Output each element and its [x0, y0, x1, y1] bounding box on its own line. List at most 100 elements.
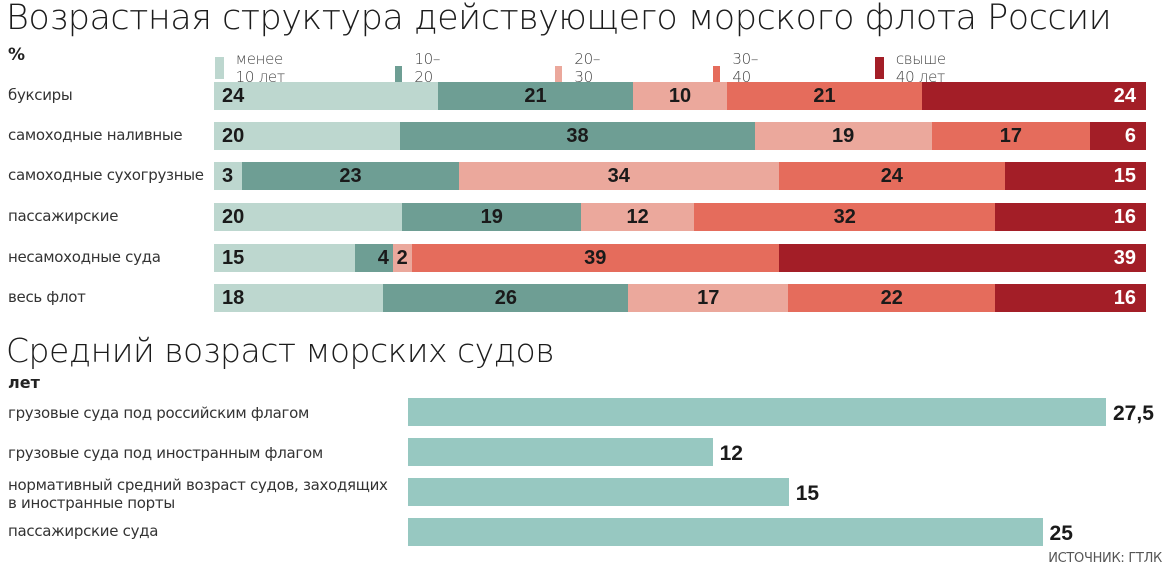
bar-segment [633, 82, 728, 110]
legend-swatch [713, 66, 721, 88]
bar-segment [214, 203, 403, 231]
bar-segment [458, 162, 780, 190]
bar-segment [581, 203, 695, 231]
bar [408, 518, 1043, 546]
category-label: несамоходные суда [8, 248, 161, 266]
data-label: 20 [222, 206, 245, 228]
data-label: 16 [1113, 206, 1136, 228]
bar-segment [214, 82, 439, 110]
legend-label: менее 10 лет [235, 50, 285, 86]
category-label: нормативный средний возраст судов, заход… [8, 476, 388, 512]
bar-segment [400, 122, 756, 150]
data-label: 24 [1113, 85, 1136, 107]
data-label: 23 [339, 165, 362, 187]
bar-segment [383, 284, 629, 312]
data-label: 26 [494, 287, 517, 309]
category-label-line: грузовые суда под российским флагом [8, 404, 309, 422]
data-label: 27,5 [1113, 402, 1154, 425]
stacked-bar-row: 20 19 12 32 16 [214, 203, 1147, 231]
data-label: 38 [566, 125, 589, 147]
unit-label-years: лет [8, 373, 40, 392]
bar [408, 438, 713, 466]
category-label-line: грузовые суда под иностранным флагом [8, 444, 323, 462]
category-label: пассажирские суда [8, 522, 158, 540]
legend-swatch [215, 57, 224, 79]
data-label: 21 [813, 85, 836, 107]
data-label: 32 [833, 206, 856, 228]
bar-segment [1004, 162, 1147, 190]
chart-title-age-structure: Возрастная структура действующего морско… [6, 0, 1112, 38]
bar-segment [628, 284, 789, 312]
bar-segment [922, 82, 1147, 110]
bar-segment [411, 244, 780, 272]
data-label: 18 [222, 287, 245, 309]
bar [408, 478, 789, 506]
bar-segment [392, 244, 413, 272]
stacked-bar-row: 15 4 2 39 39 [214, 244, 1147, 272]
legend-label: свыше 40 лет [895, 50, 946, 86]
stacked-bar-row: 3 23 34 24 15 [214, 162, 1147, 190]
bar-segment [355, 244, 394, 272]
data-label: 15 [1113, 165, 1136, 187]
bar-segment [242, 162, 460, 190]
data-label: 24 [222, 85, 245, 107]
data-label: 3 [222, 165, 234, 187]
bar-segment [754, 122, 933, 150]
category-label: буксиры [8, 86, 73, 104]
category-label: самоходные сухогрузные [8, 166, 204, 184]
data-label: 24 [880, 165, 903, 187]
legend-swatch [395, 66, 403, 88]
category-label: весь флот [8, 288, 86, 306]
bar-segment [995, 284, 1147, 312]
bar-segment [437, 82, 634, 110]
category-label: самоходные наливные [8, 126, 183, 144]
category-label-line: нормативный средний возраст судов, заход… [8, 476, 388, 494]
source-note: ИСТОЧНИК: ГТЛК [1048, 551, 1162, 566]
data-label: 21 [524, 85, 547, 107]
stacked-bar-row: 24 21 10 21 24 [214, 82, 1147, 110]
bar-segment [995, 203, 1147, 231]
data-label: 12 [719, 442, 743, 465]
data-label: 34 [607, 165, 630, 187]
data-label: 17 [999, 125, 1022, 147]
legend-item: менее 10 лет [215, 50, 290, 86]
data-label: 20 [222, 125, 245, 147]
bar-segment [931, 122, 1091, 150]
bar-segment [214, 122, 401, 150]
data-label: 4 [377, 247, 389, 269]
stacked-bar-row: 20 38 19 17 6 [214, 122, 1147, 150]
bar-segment [1090, 122, 1147, 150]
unit-label-percent: % [8, 45, 26, 65]
data-label: 12 [626, 206, 649, 228]
category-label: пассажирские [8, 207, 119, 225]
data-label: 15 [222, 247, 245, 269]
bar-segment [726, 82, 923, 110]
bar-segment [214, 284, 384, 312]
data-label: 15 [795, 482, 820, 505]
bar-segment [214, 162, 243, 190]
stacked-bar-row: 18 26 17 22 16 [214, 284, 1147, 312]
data-label: 39 [584, 247, 607, 269]
bar [408, 398, 1106, 426]
category-label: грузовые суда под иностранным флагом [8, 444, 323, 462]
chart-title-average-age: Средний возраст морских судов [6, 331, 555, 370]
data-label: 2 [396, 247, 408, 269]
legend-swatch [875, 57, 884, 79]
legend-item: свыше 40 лет [875, 50, 953, 86]
bar-segment [214, 244, 356, 272]
data-label: 6 [1124, 125, 1136, 147]
bar-segment [694, 203, 996, 231]
data-label: 39 [1113, 247, 1136, 269]
data-label: 16 [1113, 287, 1136, 309]
data-label: 22 [880, 287, 903, 309]
bar-segment [778, 162, 1006, 190]
data-label: 10 [668, 85, 692, 107]
bar-segment [788, 284, 996, 312]
data-label: 25 [1049, 522, 1073, 545]
category-label-line: в иностранные порты [8, 494, 175, 512]
data-label: 17 [697, 287, 720, 309]
bar-segment [402, 203, 582, 231]
legend-swatch [555, 66, 563, 88]
category-label-line: пассажирские суда [8, 522, 159, 540]
data-label: 19 [480, 206, 503, 228]
